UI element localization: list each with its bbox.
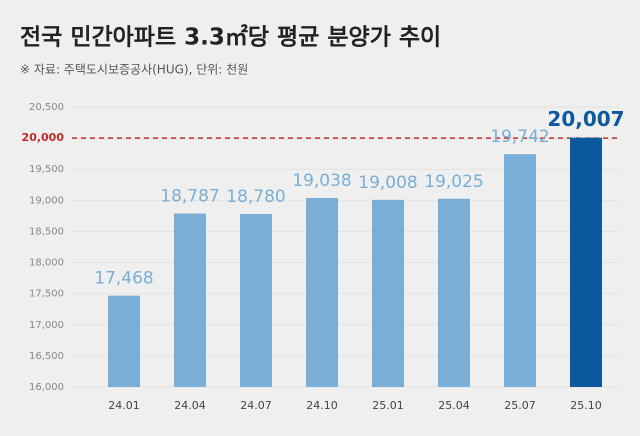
value-label: 19,008 (358, 173, 417, 193)
value-label: 20,007 (547, 107, 624, 131)
y-tick-label: 19,500 (29, 164, 64, 175)
value-label: 19,025 (424, 172, 483, 192)
y-tick-label: 20,500 (29, 102, 64, 113)
bar (306, 197, 338, 387)
y-tick-label: 16,000 (29, 382, 64, 393)
y-tick-label: 18,500 (29, 226, 64, 237)
x-tick-label: 25.10 (570, 399, 602, 412)
y-tick-label: 16,500 (29, 351, 64, 362)
bar (108, 295, 140, 387)
bar (372, 199, 404, 387)
x-tick-label: 24.01 (108, 399, 140, 412)
x-tick-label: 25.01 (372, 399, 404, 412)
y-tick-label: 19,000 (29, 195, 64, 206)
x-tick-label: 25.07 (504, 399, 536, 412)
y-tick-label: 17,000 (29, 320, 64, 331)
x-tick-label: 25.04 (438, 399, 470, 412)
y-tick-label: 17,500 (29, 289, 64, 300)
value-label: 19,038 (292, 171, 351, 191)
x-tick-label: 24.04 (174, 399, 206, 412)
value-label: 17,468 (94, 269, 153, 289)
x-tick-label: 24.07 (240, 399, 272, 412)
chart-subtitle: ※ 자료: 주택도시보증공사(HUG), 단위: 천원 (20, 62, 248, 77)
chart-title: 전국 민간아파트 3.3㎡당 평균 분양가 추이 (20, 24, 441, 51)
bar (240, 214, 272, 387)
x-tick-label: 24.10 (306, 399, 338, 412)
bar (438, 198, 470, 387)
value-label: 18,780 (226, 187, 285, 207)
bar (174, 213, 206, 387)
y-tick-label: 20,000 (22, 131, 65, 144)
bar (504, 154, 536, 387)
value-label: 18,787 (160, 187, 219, 207)
bar (570, 137, 602, 387)
y-tick-label: 18,000 (29, 258, 64, 269)
value-label: 19,742 (490, 127, 549, 147)
